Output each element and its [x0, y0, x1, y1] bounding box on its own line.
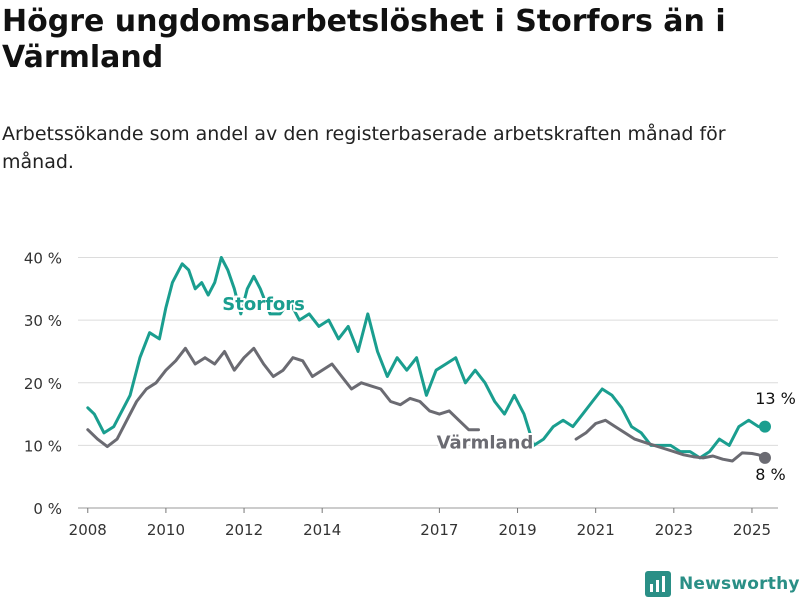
end-marker-varmland [758, 451, 771, 464]
newsworthy-logo-text: Newsworthy [679, 574, 800, 594]
x-tick-label: 2025 [733, 521, 771, 539]
x-tick-label: 2012 [225, 521, 263, 539]
y-tick-label: 40 % [24, 250, 62, 268]
chart-subtitle: Arbetssökande som andel av den registerb… [2, 123, 726, 173]
line-chart: 0 % 10 % 20 % 30 % 40 % 2008 2010 2012 2014 2017 2… [24, 250, 796, 539]
series-line-värmland-forts [574, 418, 767, 463]
x-tick-label: 2008 [69, 521, 107, 539]
newsworthy-logo-icon [645, 571, 671, 597]
y-tick-label: 30 % [24, 312, 62, 330]
y-tick-label: 0 % [33, 500, 62, 518]
y-tick-label: 10 % [24, 437, 62, 455]
end-marker-storfors [758, 420, 771, 433]
x-tick-label: 2017 [420, 521, 458, 539]
y-tick-label: 20 % [24, 375, 62, 393]
x-tick-label: 2023 [655, 521, 693, 539]
series-label: Värmland [437, 433, 534, 454]
series-label: Storfors [222, 294, 305, 315]
newsworthy-logo: Newsworthy [645, 570, 800, 598]
end-value-label: 8 % [755, 465, 785, 484]
series-line-värmland [86, 346, 480, 449]
x-tick-label: 2010 [147, 521, 185, 539]
end-value-label: 13 % [755, 389, 796, 408]
chart-title: Högre ungdomsarbetslöshet i Storfors än … [2, 4, 726, 75]
x-tick-label: 2019 [498, 521, 536, 539]
series-line-storfors [86, 256, 767, 460]
x-tick-label: 2021 [577, 521, 615, 539]
x-tick-label: 2014 [303, 521, 341, 539]
